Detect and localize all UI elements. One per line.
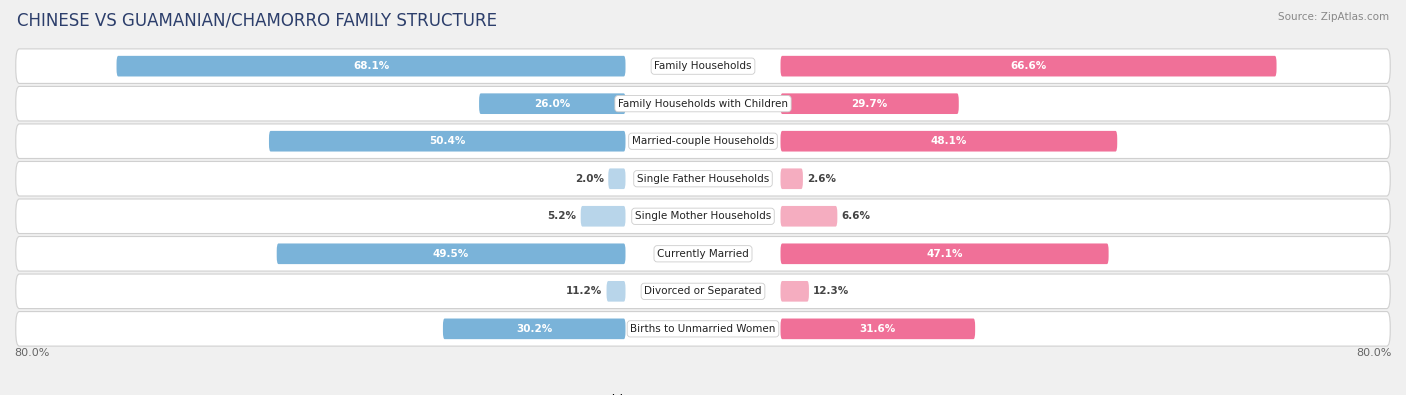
FancyBboxPatch shape [479,93,626,114]
FancyBboxPatch shape [780,93,959,114]
FancyBboxPatch shape [15,274,1391,308]
Legend: Chinese, Guamanian/Chamorro: Chinese, Guamanian/Chamorro [578,394,828,395]
FancyBboxPatch shape [606,281,626,302]
Text: 5.2%: 5.2% [547,211,576,221]
FancyBboxPatch shape [15,162,1391,196]
FancyBboxPatch shape [15,87,1391,121]
FancyBboxPatch shape [15,124,1391,158]
Text: 50.4%: 50.4% [429,136,465,146]
Text: 47.1%: 47.1% [927,249,963,259]
Text: 12.3%: 12.3% [813,286,849,296]
Text: 2.6%: 2.6% [807,174,837,184]
FancyBboxPatch shape [780,281,808,302]
Text: Family Households: Family Households [654,61,752,71]
FancyBboxPatch shape [277,243,626,264]
FancyBboxPatch shape [780,243,1108,264]
FancyBboxPatch shape [780,168,803,189]
Text: 80.0%: 80.0% [1357,348,1392,358]
Text: Births to Unmarried Women: Births to Unmarried Women [630,324,776,334]
FancyBboxPatch shape [609,168,626,189]
Text: Single Mother Households: Single Mother Households [636,211,770,221]
FancyBboxPatch shape [581,206,626,227]
Text: 30.2%: 30.2% [516,324,553,334]
FancyBboxPatch shape [780,206,838,227]
FancyBboxPatch shape [780,56,1277,77]
Text: Source: ZipAtlas.com: Source: ZipAtlas.com [1278,12,1389,22]
Text: Single Father Households: Single Father Households [637,174,769,184]
Text: CHINESE VS GUAMANIAN/CHAMORRO FAMILY STRUCTURE: CHINESE VS GUAMANIAN/CHAMORRO FAMILY STR… [17,12,496,30]
Text: Currently Married: Currently Married [657,249,749,259]
Text: 80.0%: 80.0% [14,348,49,358]
FancyBboxPatch shape [443,318,626,339]
FancyBboxPatch shape [15,49,1391,83]
FancyBboxPatch shape [780,318,976,339]
Text: 11.2%: 11.2% [567,286,602,296]
Text: Divorced or Separated: Divorced or Separated [644,286,762,296]
FancyBboxPatch shape [15,237,1391,271]
Text: 2.0%: 2.0% [575,174,605,184]
Text: 31.6%: 31.6% [859,324,896,334]
Text: 26.0%: 26.0% [534,99,571,109]
FancyBboxPatch shape [117,56,626,77]
Text: 68.1%: 68.1% [353,61,389,71]
Text: Married-couple Households: Married-couple Households [631,136,775,146]
Text: 29.7%: 29.7% [852,99,887,109]
FancyBboxPatch shape [269,131,626,152]
Text: 6.6%: 6.6% [842,211,870,221]
Text: 49.5%: 49.5% [433,249,470,259]
FancyBboxPatch shape [780,131,1118,152]
Text: 66.6%: 66.6% [1011,61,1046,71]
FancyBboxPatch shape [15,312,1391,346]
Text: Family Households with Children: Family Households with Children [619,99,787,109]
FancyBboxPatch shape [15,199,1391,233]
Text: 48.1%: 48.1% [931,136,967,146]
